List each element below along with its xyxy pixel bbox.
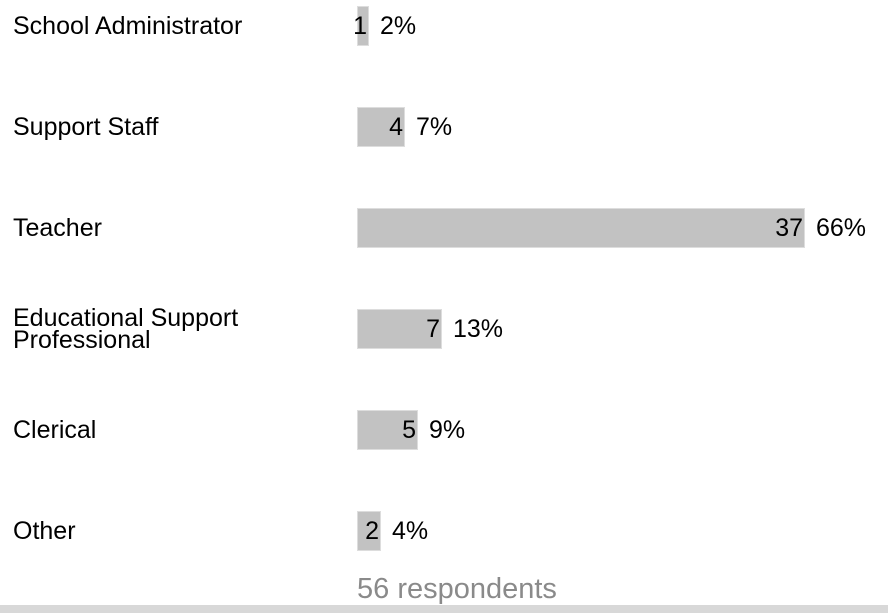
bar-percent-label: 9% <box>429 416 466 444</box>
bar-row: Other 2 4% <box>0 511 888 555</box>
category-label-line: Professional <box>13 326 151 354</box>
category-label: Clerical <box>13 416 333 444</box>
category-label: Other <box>13 517 333 545</box>
bar-row: Clerical 5 9% <box>0 410 888 454</box>
bar-row: Educational Support Professional 7 13% <box>0 304 888 354</box>
bar-percent-label: 66% <box>816 214 867 242</box>
category-label-line: Teacher <box>13 214 102 242</box>
bar <box>357 309 442 349</box>
bottom-divider <box>0 605 888 613</box>
bar <box>357 410 418 450</box>
category-label-line: Educational Support <box>13 304 239 332</box>
bar-count-label: 5 <box>402 416 416 444</box>
bar-percent-label: 7% <box>416 113 453 141</box>
respondents-count: 56 respondents <box>357 573 557 605</box>
bar <box>357 6 369 46</box>
category-label-line: School Administrator <box>13 12 243 40</box>
bar-count-label: 7 <box>426 315 440 343</box>
category-label-line: Clerical <box>13 416 97 444</box>
bar-percent-label: 2% <box>380 12 417 40</box>
bar-count-label: 1 <box>353 12 367 40</box>
category-label: School Administrator <box>13 12 333 40</box>
bar <box>357 511 381 551</box>
category-label: Educational Support Professional <box>13 304 333 354</box>
bar <box>357 107 405 147</box>
category-label-line: Other <box>13 517 76 545</box>
bar-row: Teacher 37 66% <box>0 208 888 252</box>
bar-percent-label: 4% <box>392 517 429 545</box>
bar-row: School Administrator 1 2% <box>0 6 888 50</box>
bar <box>357 208 805 248</box>
category-label-line: Support Staff <box>13 113 159 141</box>
bar-count-label: 4 <box>389 113 403 141</box>
category-label: Teacher <box>13 214 333 242</box>
bar-row: Support Staff 4 7% <box>0 107 888 151</box>
bar-count-label: 37 <box>775 214 803 242</box>
bar-percent-label: 13% <box>453 315 504 343</box>
category-label: Support Staff <box>13 113 333 141</box>
bar-count-label: 2 <box>365 517 379 545</box>
